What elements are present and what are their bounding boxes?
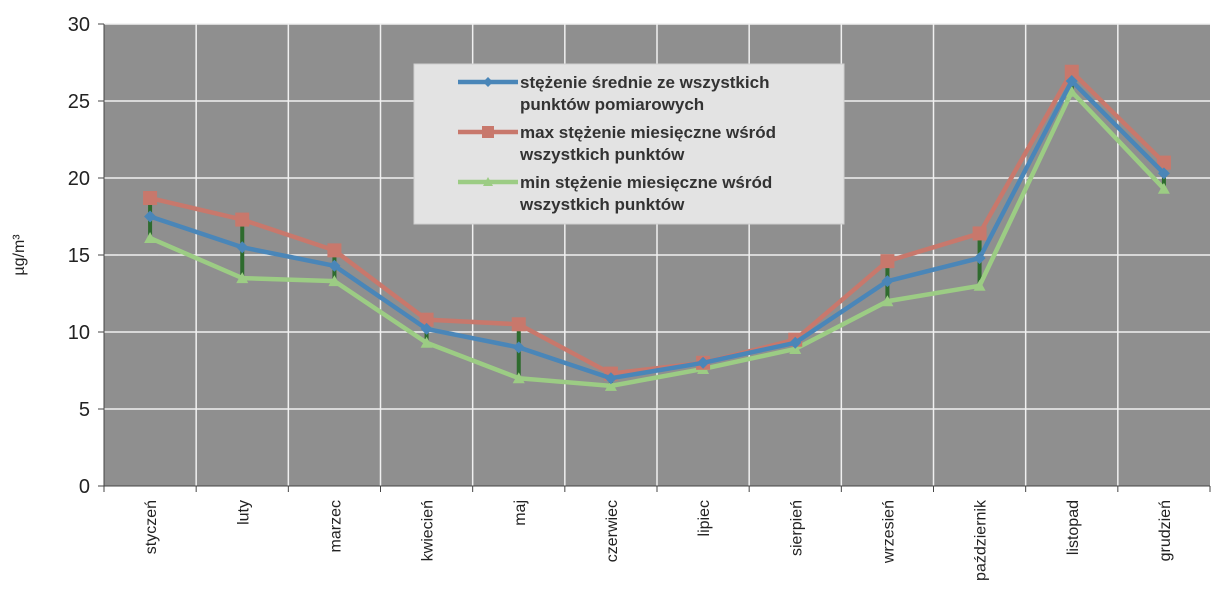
x-tick-label: październik xyxy=(973,499,990,581)
data-point xyxy=(1065,85,1078,97)
series-line xyxy=(149,69,1166,376)
data-point xyxy=(328,259,341,272)
data-point xyxy=(420,336,433,348)
x-tick-label: wrzesień xyxy=(880,500,897,564)
x-tick-label: luty xyxy=(235,500,252,525)
legend-label: punktów pomiarowych xyxy=(520,95,704,114)
data-point xyxy=(144,210,157,223)
x-tick-label: listopad xyxy=(1065,500,1082,555)
data-point xyxy=(604,379,617,391)
legend-box xyxy=(413,63,845,225)
x-tick-label: czerwiec xyxy=(604,500,621,562)
legend-label: max stężenie miesięczne wśród xyxy=(520,123,776,142)
y-axis-label: µg/m³ xyxy=(11,234,28,276)
y-tick-label: 5 xyxy=(79,399,90,421)
data-point xyxy=(419,312,434,327)
data-point xyxy=(512,372,525,384)
legend-label: wszystkich punktów xyxy=(519,145,685,164)
data-point xyxy=(1157,167,1170,180)
data-point xyxy=(880,254,895,269)
data-point xyxy=(604,372,617,385)
legend-label: stężenie średnie ze wszystkich xyxy=(520,73,769,92)
data-point xyxy=(235,212,250,227)
data-point xyxy=(327,243,342,258)
data-point xyxy=(420,322,433,335)
data-point xyxy=(144,232,157,244)
data-point xyxy=(511,317,526,332)
y-tick-label: 10 xyxy=(68,322,90,344)
x-tick-label: marzec xyxy=(327,500,344,552)
x-tick-label: maj xyxy=(512,500,529,526)
y-tick-label: 20 xyxy=(68,168,90,190)
x-tick-label: kwiecień xyxy=(420,500,437,561)
data-point xyxy=(973,279,986,291)
y-tick-label: 15 xyxy=(68,245,90,267)
data-point xyxy=(1157,182,1170,194)
data-point xyxy=(789,336,802,349)
legend-label: min stężenie miesięczne wśród xyxy=(520,173,772,192)
data-point xyxy=(1065,74,1078,87)
data-point xyxy=(973,252,986,265)
y-tick-label: 0 xyxy=(79,476,90,498)
x-tick-label: lipiec xyxy=(696,500,713,536)
x-tick-label: sierpień xyxy=(788,500,805,556)
legend-marker xyxy=(482,126,494,138)
x-tick-label: grudzień xyxy=(1157,500,1174,561)
data-point xyxy=(881,295,894,307)
legend-marker xyxy=(483,77,493,87)
y-tick-label: 30 xyxy=(68,14,90,36)
data-point xyxy=(881,275,894,288)
data-point xyxy=(697,356,710,369)
data-point xyxy=(1156,155,1171,170)
data-point xyxy=(328,275,341,287)
y-tick-label: 25 xyxy=(68,91,90,113)
data-point xyxy=(236,241,249,254)
legend-label: wszystkich punktów xyxy=(519,195,685,214)
series-line xyxy=(149,78,1166,381)
x-tick-label: styczeń xyxy=(143,500,160,554)
data-point xyxy=(236,272,249,284)
series-line xyxy=(149,89,1166,389)
legend-marker xyxy=(483,177,493,186)
data-point xyxy=(1064,64,1079,79)
data-point xyxy=(972,226,987,241)
data-point xyxy=(512,341,525,354)
data-point xyxy=(143,191,158,206)
